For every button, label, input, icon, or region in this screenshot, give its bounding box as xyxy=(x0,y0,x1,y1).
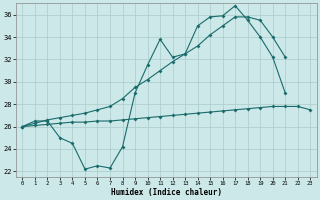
X-axis label: Humidex (Indice chaleur): Humidex (Indice chaleur) xyxy=(111,188,222,197)
